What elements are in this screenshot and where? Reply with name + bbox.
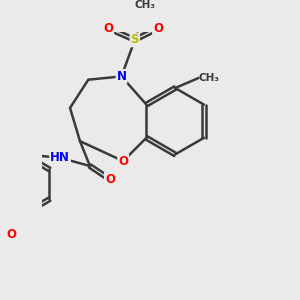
- Text: CH₃: CH₃: [198, 73, 219, 83]
- Text: CH₃: CH₃: [134, 0, 155, 10]
- Text: O: O: [6, 228, 16, 241]
- Text: O: O: [153, 22, 163, 35]
- Text: O: O: [103, 22, 113, 35]
- Text: S: S: [130, 33, 139, 46]
- Text: HN: HN: [50, 151, 70, 164]
- Text: O: O: [118, 154, 128, 168]
- Text: O: O: [105, 173, 115, 186]
- Text: N: N: [116, 70, 127, 83]
